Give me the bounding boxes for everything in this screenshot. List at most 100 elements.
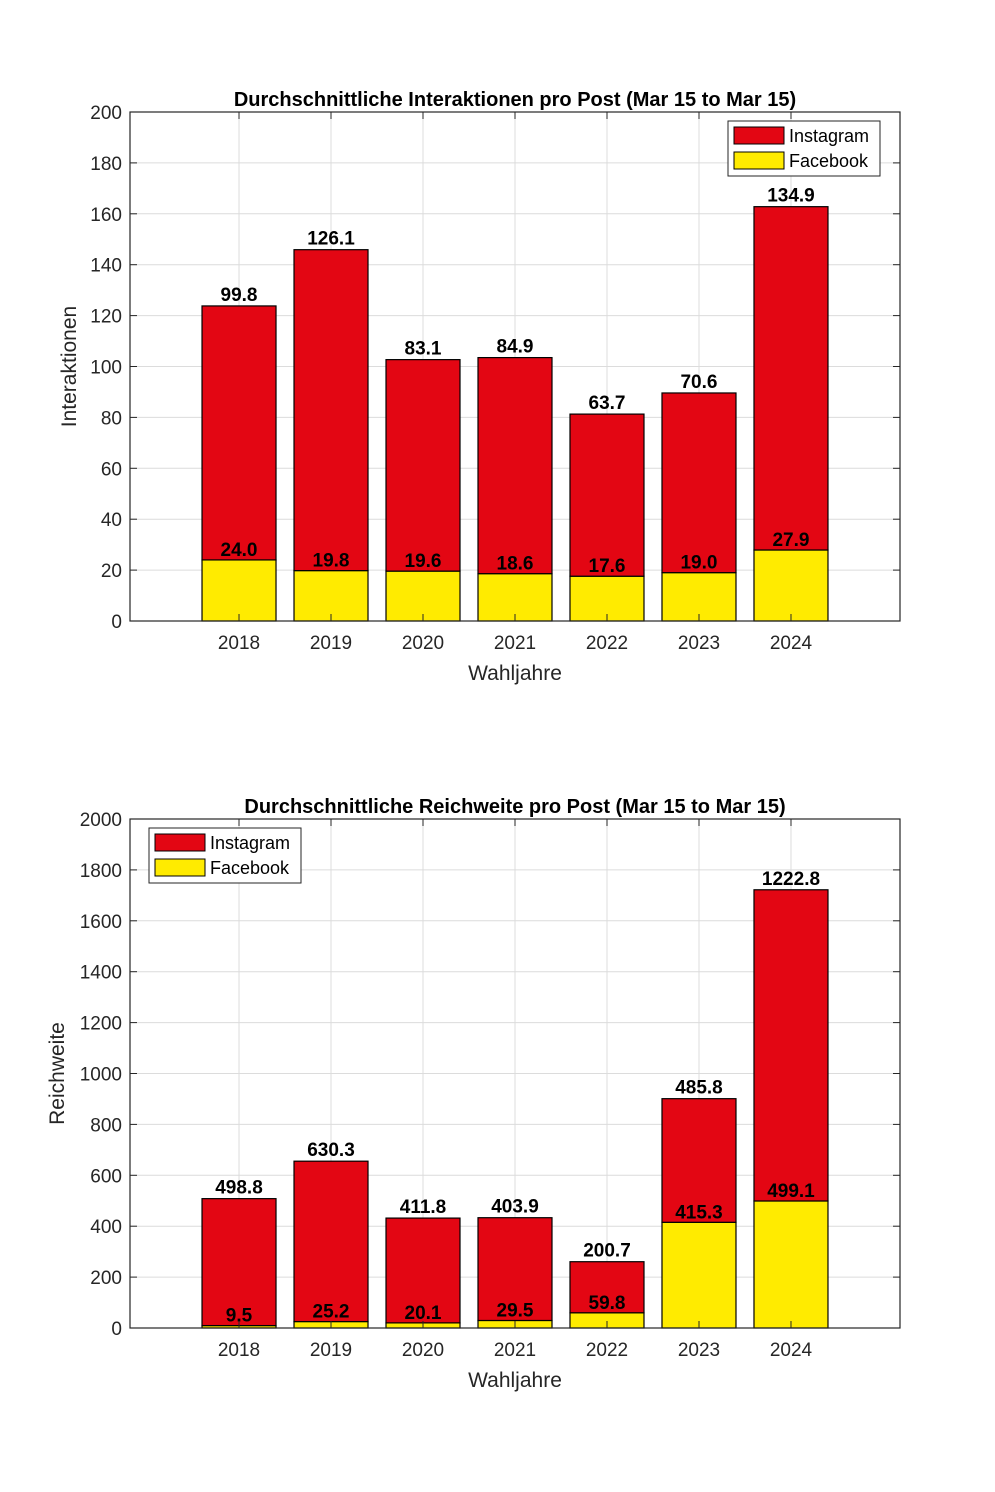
bar-facebook-2023 — [661, 572, 737, 622]
y-tick-label: 40 — [101, 510, 122, 531]
x-tick-label: 2021 — [494, 1340, 536, 1361]
chart-1: 24.0 99.8 2018 19.8 126.1 2019 19.6 83.1 2020 18.… — [58, 89, 901, 685]
data-label-instagram: 70.6 — [680, 372, 717, 393]
x-tick-label: 2018 — [218, 1340, 260, 1361]
legend: Instagram Facebook — [727, 120, 881, 177]
y-tick-label: 1800 — [80, 861, 122, 882]
bar-instagram-2019 — [293, 249, 369, 572]
y-tick-label: 120 — [90, 307, 122, 328]
chart-2: 9.5 498.8 2018 25.2 630.3 2019 20.1 411.8 2020 29… — [46, 796, 901, 1392]
bar-instagram-2020 — [385, 359, 461, 572]
bar-instagram-2019 — [293, 1160, 369, 1323]
bar-facebook-2024 — [753, 1200, 829, 1329]
data-label-facebook: 24.0 — [221, 540, 258, 561]
axes-box — [129, 111, 901, 622]
x-tick-label: 2020 — [402, 1340, 444, 1361]
legend-label-facebook: Facebook — [789, 151, 869, 171]
data-label-facebook: 29.5 — [497, 1300, 534, 1321]
y-tick-label: 1000 — [80, 1065, 122, 1086]
legend-label-instagram: Instagram — [210, 833, 290, 853]
bar-instagram-2021 — [477, 1217, 553, 1322]
y-tick-label: 600 — [90, 1166, 122, 1187]
data-label-facebook: 9.5 — [226, 1306, 253, 1327]
data-label-facebook: 20.1 — [405, 1303, 442, 1324]
data-label-instagram: 630.3 — [307, 1140, 355, 1161]
chart-title: Durchschnittliche Reichweite pro Post (M… — [244, 796, 785, 818]
data-label-instagram: 1222.8 — [762, 869, 820, 890]
data-label-instagram: 99.8 — [221, 285, 258, 306]
data-label-instagram: 126.1 — [307, 229, 355, 250]
chart-title: Durchschnittliche Interaktionen pro Post… — [234, 89, 796, 111]
y-tick-label: 0 — [111, 612, 122, 633]
data-label-instagram: 63.7 — [589, 393, 626, 414]
axes-box — [129, 818, 901, 1329]
data-label-facebook: 415.3 — [675, 1202, 723, 1223]
bar-instagram-2022 — [569, 413, 645, 577]
y-tick-label: 1600 — [80, 912, 122, 933]
x-tick-label: 2023 — [678, 633, 720, 654]
data-label-facebook: 499.1 — [767, 1181, 815, 1202]
legend-swatch-facebook — [154, 858, 206, 877]
x-tick-label: 2022 — [586, 1340, 628, 1361]
legend: Instagram Facebook — [148, 827, 302, 884]
data-label-facebook: 17.6 — [589, 556, 626, 577]
data-label-facebook: 19.6 — [405, 551, 442, 572]
data-label-instagram: 83.1 — [405, 339, 442, 360]
data-label-instagram: 134.9 — [767, 186, 815, 207]
x-tick-label: 2024 — [770, 1340, 813, 1361]
bar-facebook-2023 — [661, 1221, 737, 1329]
y-tick-label: 80 — [101, 408, 122, 429]
bar-facebook-2024 — [753, 549, 829, 622]
data-label-facebook: 19.0 — [680, 553, 717, 574]
x-axis-label: Wahljahre — [468, 662, 562, 685]
bar-facebook-2018 — [201, 559, 277, 622]
bar-instagram-2018 — [201, 1198, 277, 1327]
data-label-facebook: 27.9 — [772, 530, 809, 551]
y-tick-label: 0 — [111, 1319, 122, 1340]
data-label-instagram: 403.9 — [491, 1197, 539, 1218]
data-label-instagram: 200.7 — [583, 1241, 631, 1262]
y-axis-label: Interaktionen — [58, 306, 81, 427]
bar-instagram-2021 — [477, 356, 553, 575]
bar-facebook-2019 — [293, 570, 369, 622]
x-tick-label: 2024 — [770, 633, 813, 654]
y-tick-label: 160 — [90, 205, 122, 226]
y-tick-label: 140 — [90, 256, 122, 277]
y-tick-label: 200 — [90, 1268, 122, 1289]
y-tick-label: 1200 — [80, 1014, 122, 1035]
y-tick-label: 200 — [90, 103, 122, 124]
x-tick-label: 2019 — [310, 1340, 352, 1361]
bar-instagram-2024 — [753, 206, 829, 551]
legend-label-facebook: Facebook — [210, 858, 290, 878]
data-label-facebook: 25.2 — [313, 1302, 350, 1323]
x-axis-label: Wahljahre — [468, 1369, 562, 1392]
data-label-facebook: 19.8 — [313, 551, 350, 572]
legend-swatch-instagram — [733, 126, 785, 145]
y-tick-label: 800 — [90, 1115, 122, 1136]
x-tick-label: 2019 — [310, 633, 352, 654]
data-label-facebook: 18.6 — [497, 554, 534, 575]
y-tick-label: 2000 — [80, 810, 122, 831]
legend-label-instagram: Instagram — [789, 126, 869, 146]
bar-instagram-2022 — [569, 1261, 645, 1314]
bar-facebook-2022 — [569, 575, 645, 622]
y-tick-label: 1400 — [80, 963, 122, 984]
x-tick-label: 2023 — [678, 1340, 720, 1361]
x-tick-label: 2022 — [586, 633, 628, 654]
data-label-instagram: 498.8 — [215, 1178, 263, 1199]
bar-instagram-2020 — [385, 1217, 461, 1324]
data-label-facebook: 59.8 — [589, 1293, 626, 1314]
x-tick-label: 2020 — [402, 633, 444, 654]
bar-instagram-2018 — [201, 305, 277, 561]
bar-instagram-2023 — [661, 392, 737, 574]
bar-instagram-2024 — [753, 889, 829, 1202]
data-label-instagram: 84.9 — [497, 337, 534, 358]
bar-facebook-2021 — [477, 573, 553, 622]
data-label-instagram: 485.8 — [675, 1078, 723, 1099]
y-tick-label: 60 — [101, 459, 122, 480]
x-tick-label: 2021 — [494, 633, 536, 654]
y-tick-label: 100 — [90, 358, 122, 379]
x-tick-label: 2018 — [218, 633, 260, 654]
bar-facebook-2020 — [385, 570, 461, 622]
